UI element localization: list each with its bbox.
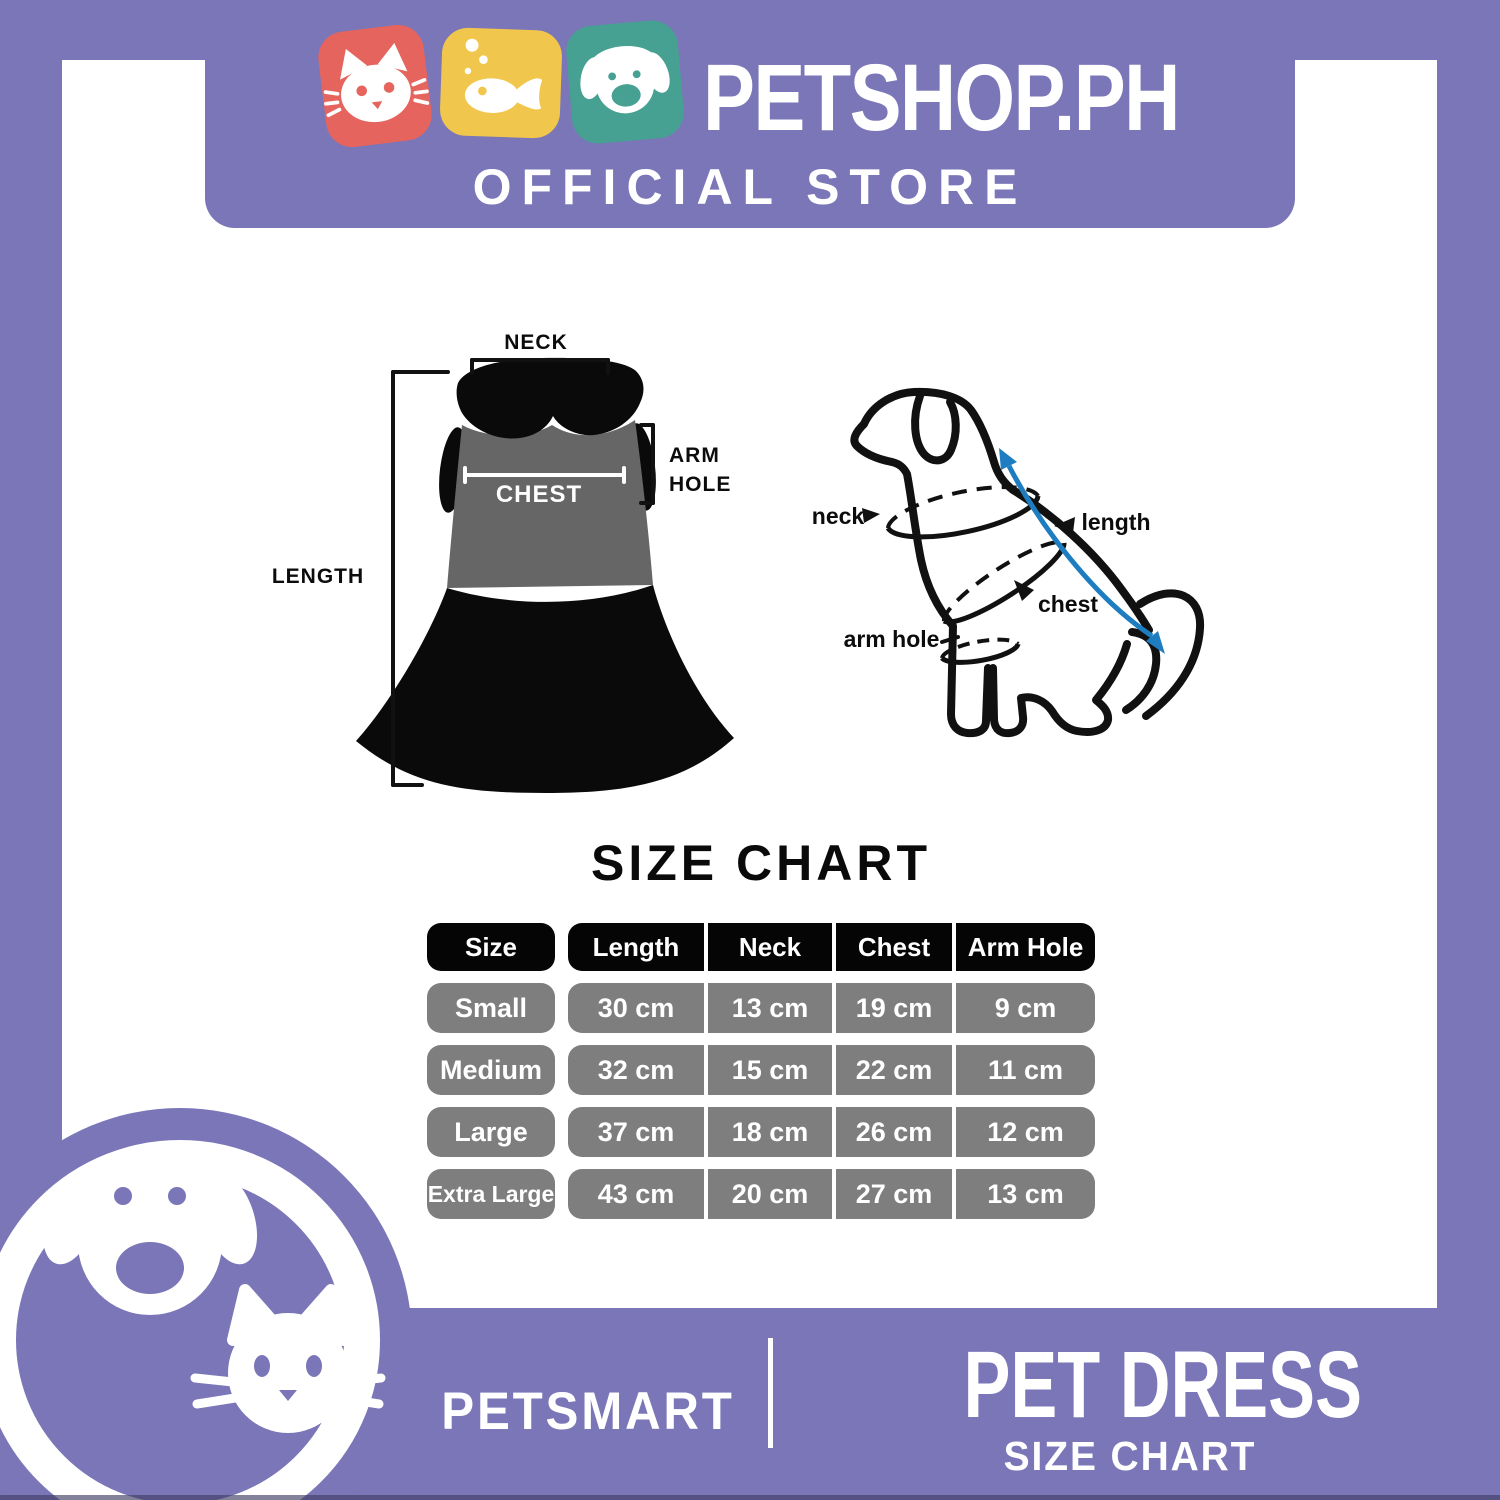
footer-divider: [768, 1338, 773, 1448]
dress-armhole-line2: HOLE: [669, 473, 732, 496]
cell-armhole: 13 cm: [952, 1169, 1095, 1219]
cell-size: Extra Large: [427, 1169, 555, 1219]
bottom-edge-line: [0, 1495, 1500, 1500]
cell-length: 30 cm: [568, 983, 704, 1033]
col-header-chest: Chest: [832, 923, 952, 971]
dress-neck-label: NECK: [504, 331, 568, 354]
dog-chest-label: chest: [1037, 591, 1099, 617]
dress-armhole-line1: ARM: [669, 444, 720, 467]
header-banner: PETSHOP.PH OFFICIAL STORE: [205, 0, 1295, 228]
cell-chest: 26 cm: [832, 1107, 952, 1157]
dress-chest-label: CHEST: [495, 481, 583, 508]
pets-circle-logo: [0, 1108, 412, 1500]
size-chart-title: SIZE CHART: [591, 835, 931, 891]
table-row-extra-large: Extra Large 43 cm 20 cm 27 cm 13 cm: [427, 1169, 1095, 1219]
fish-icon: [439, 26, 563, 140]
cell-size: Small: [427, 983, 555, 1033]
size-chart-table: Size Length Neck Chest Arm Hole Small 30…: [427, 923, 1095, 1231]
footer-product-block: PET DRESS SIZE CHART: [905, 1332, 1362, 1479]
dress-diagram: [356, 357, 734, 793]
cell-neck: 18 cm: [704, 1107, 832, 1157]
col-header-size: Size: [427, 923, 555, 971]
cell-armhole: 9 cm: [952, 983, 1095, 1033]
cell-neck: 20 cm: [704, 1169, 832, 1219]
brand-wordmark: PETSHOP.PH: [703, 45, 1180, 151]
right-border: [1437, 0, 1500, 1500]
dog-diagram: [850, 387, 1205, 738]
dog-armhole-label: arm hole: [843, 626, 940, 652]
length-arrow: [1006, 464, 1154, 639]
dress-armhole-label: ARM HOLE: [669, 441, 779, 499]
product-title: PET DRESS: [963, 1332, 1362, 1438]
cat-face-icon: [190, 1284, 386, 1433]
dog-face-icon: [42, 1158, 258, 1315]
cell-length: 37 cm: [568, 1107, 704, 1157]
cell-neck: 15 cm: [704, 1045, 832, 1095]
cat-icon: [315, 21, 435, 151]
col-header-length: Length: [568, 923, 704, 971]
official-store-label: OFFICIAL STORE: [472, 159, 1028, 215]
dress-length-label: LENGTH: [271, 565, 365, 588]
table-row-medium: Medium 32 cm 15 cm 22 cm 11 cm: [427, 1045, 1095, 1095]
product-subtitle: SIZE CHART: [1003, 1433, 1257, 1479]
table-row-small: Small 30 cm 13 cm 19 cm 9 cm: [427, 983, 1095, 1033]
cell-armhole: 12 cm: [952, 1107, 1095, 1157]
dog-icon: [564, 18, 686, 146]
table-row-large: Large 37 cm 18 cm 26 cm 12 cm: [427, 1107, 1095, 1157]
cell-chest: 22 cm: [832, 1045, 952, 1095]
col-header-neck: Neck: [704, 923, 832, 971]
cell-length: 32 cm: [568, 1045, 704, 1095]
cell-chest: 27 cm: [832, 1169, 952, 1219]
dog-length-label: length: [1081, 509, 1151, 535]
cell-neck: 13 cm: [704, 983, 832, 1033]
col-header-armhole: Arm Hole: [952, 923, 1095, 971]
footer-brand-label: PETSMART: [441, 1382, 735, 1441]
cell-armhole: 11 cm: [952, 1045, 1095, 1095]
cell-length: 43 cm: [568, 1169, 704, 1219]
cell-chest: 19 cm: [832, 983, 952, 1033]
cell-size: Large: [427, 1107, 555, 1157]
dog-neck-label: neck: [811, 503, 865, 529]
cell-size: Medium: [427, 1045, 555, 1095]
table-header-row: Size Length Neck Chest Arm Hole: [427, 923, 1095, 971]
